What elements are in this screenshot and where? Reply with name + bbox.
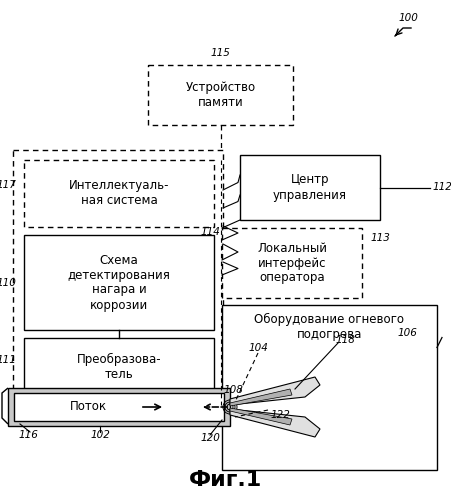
Polygon shape [230,408,292,425]
Text: 104: 104 [248,343,268,353]
Text: 117: 117 [0,180,16,190]
Bar [240,155,380,220]
Bar [24,235,214,330]
Text: 113: 113 [370,233,390,243]
Text: 115: 115 [211,48,230,58]
Text: 108: 108 [223,385,243,395]
Bar [13,150,223,405]
Text: 111: 111 [0,355,16,365]
Text: Фиг.1: Фиг.1 [189,470,262,490]
Text: 114: 114 [200,227,220,237]
Bar [222,228,362,298]
Text: Локальный
интерфейс
оператора: Локальный интерфейс оператора [257,242,327,284]
Text: 100: 100 [398,13,418,23]
Text: 118: 118 [335,335,355,345]
Text: 120: 120 [200,433,220,443]
Text: 110: 110 [0,278,16,288]
Text: Оборудование огневого
подогрева: Оборудование огневого подогрева [254,313,405,341]
Bar [222,305,437,470]
Polygon shape [230,389,292,406]
Bar [24,160,214,227]
Text: Устройство
памяти: Устройство памяти [185,81,256,109]
Bar [24,338,214,395]
Text: 122: 122 [270,410,290,420]
Text: Схема
детектирования
нагара и
коррозии: Схема детектирования нагара и коррозии [68,254,170,312]
Bar [148,65,293,125]
Polygon shape [230,377,320,405]
Text: 106: 106 [397,328,417,338]
Polygon shape [230,409,320,437]
Bar [14,393,224,421]
Text: 116: 116 [18,430,38,440]
Text: 102: 102 [90,430,110,440]
Text: 112: 112 [432,182,451,192]
Text: Преобразова-
тель: Преобразова- тель [77,352,161,380]
Text: Поток: Поток [69,400,106,413]
Bar [8,388,230,426]
Text: Центр
управления: Центр управления [273,174,347,202]
Text: Интеллектуаль-
ная система: Интеллектуаль- ная система [69,180,169,208]
